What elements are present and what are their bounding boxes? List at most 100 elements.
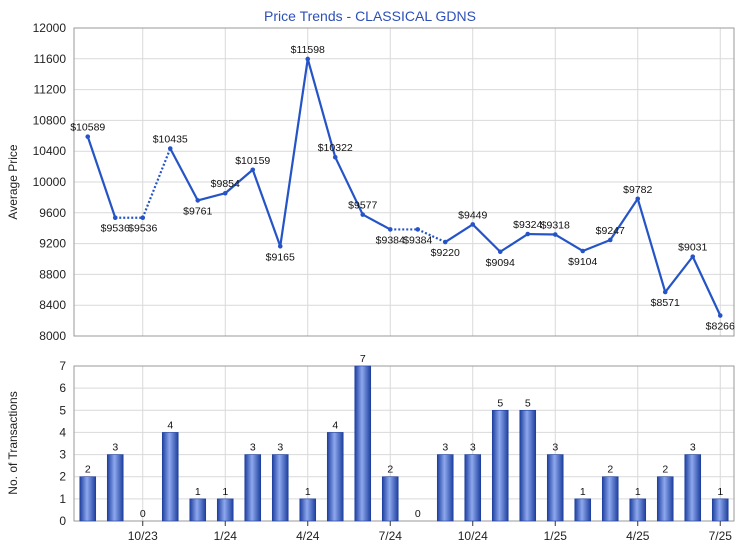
transaction-bar (629, 498, 647, 522)
transaction-data-label: 1 (717, 486, 723, 498)
price-point (85, 134, 91, 139)
price-line-segment (251, 169, 282, 247)
transaction-data-label: 2 (85, 464, 91, 476)
price-point (195, 198, 201, 203)
price-point (140, 215, 146, 221)
price-line-segment (197, 192, 226, 202)
price-line-segment (636, 198, 667, 293)
x-tick-label: 7/25 (709, 529, 733, 543)
price-y-tick-label: 10400 (33, 144, 67, 158)
transaction-bar (106, 454, 124, 522)
transaction-bar (519, 409, 537, 522)
transaction-bar (271, 454, 289, 522)
transaction-data-label: 1 (195, 486, 201, 498)
transaction-data-label: 3 (250, 442, 256, 454)
price-line-segment (691, 256, 722, 316)
price-line-segment (362, 213, 391, 231)
price-point (662, 289, 668, 295)
transaction-data-label: 1 (222, 486, 228, 498)
price-point (580, 248, 586, 254)
price-point (112, 215, 118, 221)
price-line-segment (141, 148, 172, 219)
price-y-tick-label: 9600 (39, 206, 66, 220)
price-data-label: $9536 (128, 223, 157, 235)
price-line-segment (224, 168, 254, 195)
price-line-segment (582, 238, 611, 253)
price-y-tick-label: 10000 (33, 175, 67, 189)
price-data-label: $8571 (651, 297, 680, 309)
price-point (305, 56, 311, 62)
price-data-label: $11598 (291, 44, 325, 56)
price-data-label: $9577 (348, 200, 377, 212)
price-line-segment (334, 156, 364, 216)
price-data-label: $9782 (623, 184, 652, 196)
price-plot-frame (73, 27, 735, 337)
price-line-segment (306, 58, 337, 158)
transaction-bars (79, 365, 729, 522)
transactions-plot-frame (73, 365, 735, 522)
x-tick-label: 1/25 (544, 529, 568, 543)
price-data-label: $10435 (153, 134, 188, 146)
price-data-label: $10159 (235, 155, 270, 167)
price-data-label: $10589 (70, 122, 105, 134)
price-data-label: $9165 (266, 251, 295, 263)
transactions-y-tick-label: 6 (59, 381, 66, 395)
price-point (360, 212, 366, 217)
transaction-bar (381, 476, 399, 522)
price-data-labels: $10589 $9536$9536 $10435 $9761 $9854 $10159 $9… (70, 44, 735, 333)
transactions-y-tick-label: 3 (59, 448, 66, 462)
price-point (222, 190, 228, 196)
transaction-bar (189, 498, 207, 522)
x-tick-label: 10/24 (458, 529, 488, 543)
price-data-label: $9761 (183, 205, 212, 217)
price-line-segment (609, 198, 639, 241)
transactions-y-tick-label: 1 (59, 492, 66, 506)
price-y-tick-label: 10800 (33, 113, 67, 127)
transaction-data-label: 1 (305, 486, 311, 498)
price-point (635, 196, 641, 202)
transaction-data-label: 1 (580, 486, 586, 498)
transaction-bar (601, 476, 619, 522)
transaction-data-labels: 2 3 0 4 1 1 3 3 1 4 7 2 0 3 3 5 5 3 1 2 1 2 3 1 (85, 353, 724, 520)
transactions-y-tick-label: 0 (59, 514, 66, 528)
price-line-segment (664, 255, 694, 293)
transaction-bar (326, 432, 344, 522)
transaction-bar (436, 454, 454, 522)
price-y-axis-label: Average Price (6, 144, 20, 219)
price-y-tick-label: 8400 (39, 298, 66, 312)
transaction-data-label: 3 (690, 442, 696, 454)
transactions-y-tick-label: 4 (59, 425, 66, 439)
transaction-data-label: 3 (470, 442, 476, 454)
transaction-data-label: 3 (112, 442, 118, 454)
x-tick-label: 7/24 (379, 529, 403, 543)
transaction-bar (299, 498, 317, 522)
transaction-bar (79, 476, 97, 522)
price-y-ticks: 8000 8400 8800 9200 9600 10000 10400 10800 11200… (33, 21, 67, 343)
price-point (607, 237, 613, 243)
x-tick-label: 4/24 (296, 529, 320, 543)
x-tick-label: 1/24 (214, 529, 238, 543)
price-data-label: $9104 (568, 256, 597, 268)
transactions-y-ticks: 0 1 2 3 4 5 6 7 (59, 359, 66, 528)
transaction-bar (546, 454, 564, 522)
price-line-segment (499, 233, 529, 253)
transaction-data-label: 3 (442, 442, 448, 454)
price-y-tick-label: 11600 (34, 52, 67, 66)
price-data-label: $9536 (101, 223, 130, 235)
price-y-tick-label: 8000 (39, 329, 66, 343)
transaction-bar (216, 498, 234, 522)
price-point (387, 227, 393, 232)
price-data-label: $9324 (513, 219, 542, 231)
price-point (442, 239, 448, 245)
transaction-bar (491, 409, 509, 522)
transactions-y-tick-label: 7 (59, 359, 66, 373)
price-point (277, 243, 283, 249)
transaction-bar (464, 454, 482, 522)
price-y-tick-label: 9200 (39, 237, 66, 251)
price-data-label: $9449 (458, 209, 487, 221)
transaction-data-label: 4 (167, 419, 173, 431)
price-y-tick-label: 12000 (33, 21, 67, 35)
price-data-label: $9318 (541, 220, 570, 232)
price-point (525, 231, 531, 237)
transaction-bar (354, 365, 372, 522)
